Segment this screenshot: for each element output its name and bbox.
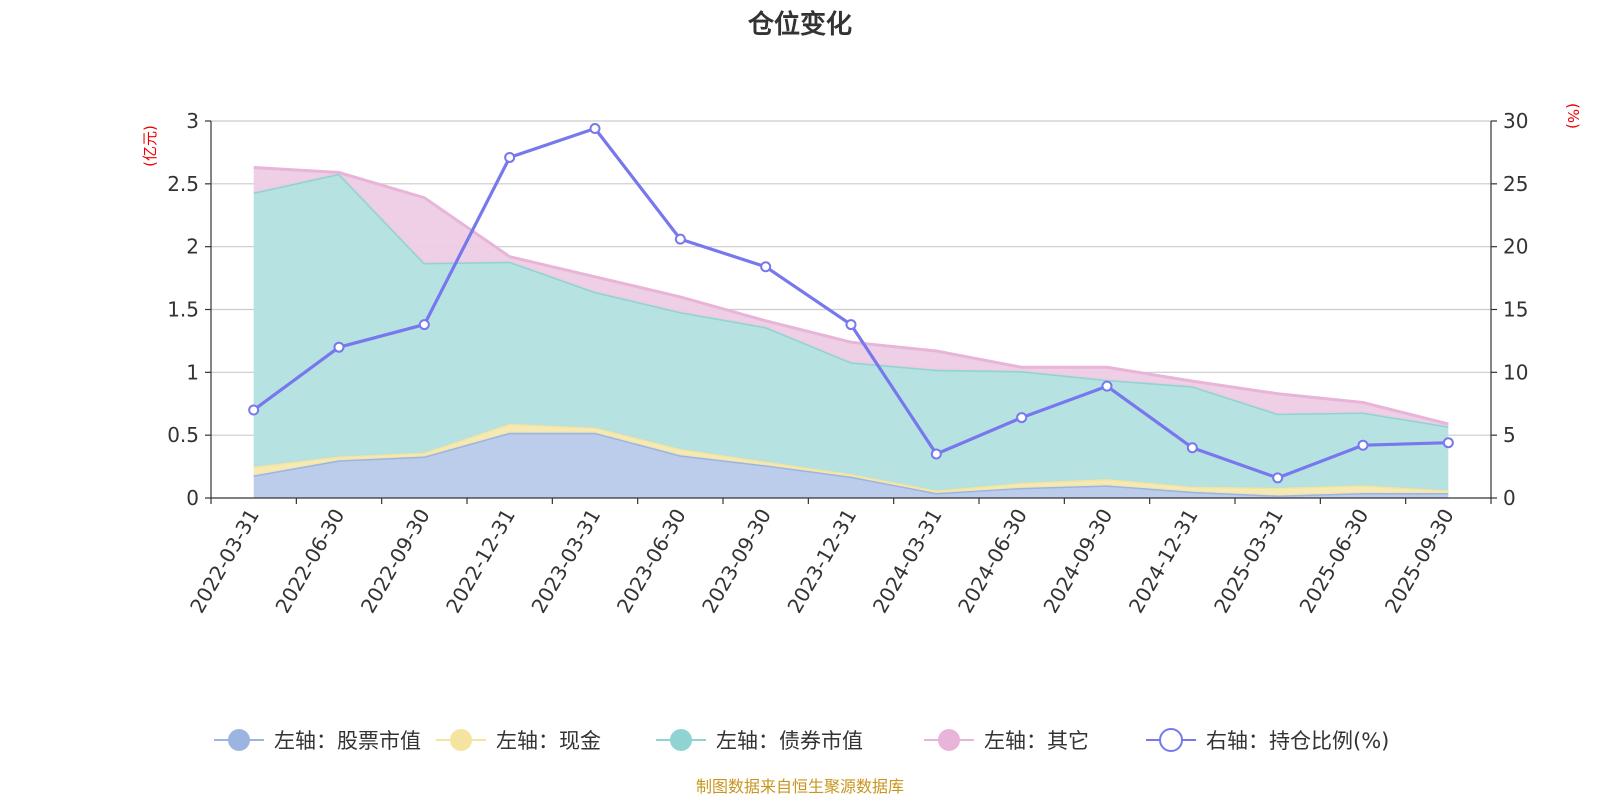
- legend-label-4: 右轴：持仓比例(%): [1206, 729, 1389, 753]
- x-tick-label-9: 2024-06-30: [953, 505, 1032, 618]
- legend-label-1: 左轴：现金: [496, 729, 601, 753]
- ratio-point-4: [589, 123, 601, 135]
- legend-marker-1: [450, 729, 472, 751]
- right-tick-label-2: 10: [1503, 360, 1528, 384]
- x-tick-label-10: 2024-09-30: [1038, 505, 1117, 618]
- area-series-1: [253, 423, 1449, 496]
- ratio-point-14: [1442, 437, 1454, 449]
- x-tick-label-3: 2022-12-31: [441, 505, 520, 618]
- left-tick-label-0: 0: [186, 486, 199, 510]
- chart-title: 仓位变化: [747, 9, 852, 40]
- legend-marker-2: [670, 729, 692, 751]
- x-tick-label-11: 2024-12-31: [1124, 505, 1203, 618]
- ratio-line-layer: [248, 123, 1454, 484]
- legend-item-1: 左轴：现金: [436, 729, 601, 753]
- right-tick-label-6: 30: [1503, 109, 1528, 133]
- right-tick-label-5: 25: [1503, 172, 1528, 196]
- ratio-point-8: [930, 448, 942, 460]
- ratio-point-10: [1101, 380, 1113, 392]
- ratio-point-11: [1186, 442, 1198, 454]
- x-tick-label-4: 2023-03-31: [526, 505, 605, 618]
- legend-item-3: 左轴：其它: [924, 729, 1089, 753]
- x-tick-label-5: 2023-06-30: [612, 505, 691, 618]
- ratio-point-13: [1357, 439, 1369, 451]
- ratio-point-9: [1016, 412, 1028, 424]
- area-series-2: [253, 173, 1449, 491]
- x-tick-label-1: 2022-06-30: [270, 505, 349, 618]
- legend-label-0: 左轴：股票市值: [274, 729, 421, 753]
- legend: 左轴：股票市值 左轴：现金 左轴：债券市值 左轴：其它 右轴：持仓比例(%): [214, 728, 1389, 753]
- ratio-point-1: [333, 341, 345, 353]
- left-tick-label-2: 1: [186, 360, 199, 384]
- legend-item-2: 左轴：债券市值: [656, 729, 863, 753]
- ratio-point-6: [760, 261, 772, 273]
- ratio-point-0: [248, 404, 260, 416]
- area-series-0: [253, 432, 1449, 498]
- ratio-point-3: [504, 151, 516, 163]
- x-tick-label-8: 2024-03-31: [868, 504, 947, 617]
- x-tick-label-6: 2023-09-30: [697, 505, 776, 618]
- legend-marker-3: [938, 729, 960, 751]
- right-tick-label-3: 15: [1503, 298, 1528, 322]
- ratio-point-7: [845, 319, 857, 331]
- legend-label-3: 左轴：其它: [984, 729, 1089, 753]
- x-tick-label-13: 2025-06-30: [1294, 505, 1373, 618]
- legend-item-4: 右轴：持仓比例(%): [1146, 728, 1389, 753]
- x-tick-label-14: 2025-09-30: [1380, 505, 1459, 618]
- left-tick-label-1: 0.5: [167, 423, 199, 447]
- x-tick-label-0: 2022-03-31: [185, 505, 264, 618]
- area-series-3: [253, 167, 1449, 427]
- left-tick-label-5: 2.5: [167, 172, 199, 196]
- legend-label-2: 左轴：债券市值: [716, 729, 863, 753]
- legend-marker-4: [1159, 728, 1183, 752]
- stacked-areas: [253, 166, 1449, 498]
- right-tick-label-0: 0: [1503, 486, 1516, 510]
- legend-item-0: 左轴：股票市值: [214, 729, 421, 753]
- left-tick-label-6: 3: [186, 109, 199, 133]
- left-tick-label-3: 1.5: [167, 298, 199, 322]
- x-tick-label-12: 2025-03-31: [1209, 505, 1288, 618]
- x-tick-label-2: 2022-09-30: [356, 505, 435, 618]
- ratio-point-5: [674, 233, 686, 245]
- ratio-point-12: [1272, 472, 1284, 484]
- left-tick-label-4: 2: [186, 235, 199, 259]
- x-tick-label-7: 2023-12-31: [782, 505, 861, 618]
- right-tick-label-4: 20: [1503, 235, 1528, 259]
- ratio-point-2: [418, 319, 430, 331]
- right-tick-label-1: 5: [1503, 423, 1516, 447]
- legend-marker-0: [228, 729, 250, 751]
- right-axis-unit: (%): [1564, 103, 1582, 129]
- left-axis-unit: (亿元): [141, 125, 159, 167]
- data-source-note: 制图数据来自恒生聚源数据库: [696, 777, 904, 796]
- area-edge-3: [253, 166, 1449, 426]
